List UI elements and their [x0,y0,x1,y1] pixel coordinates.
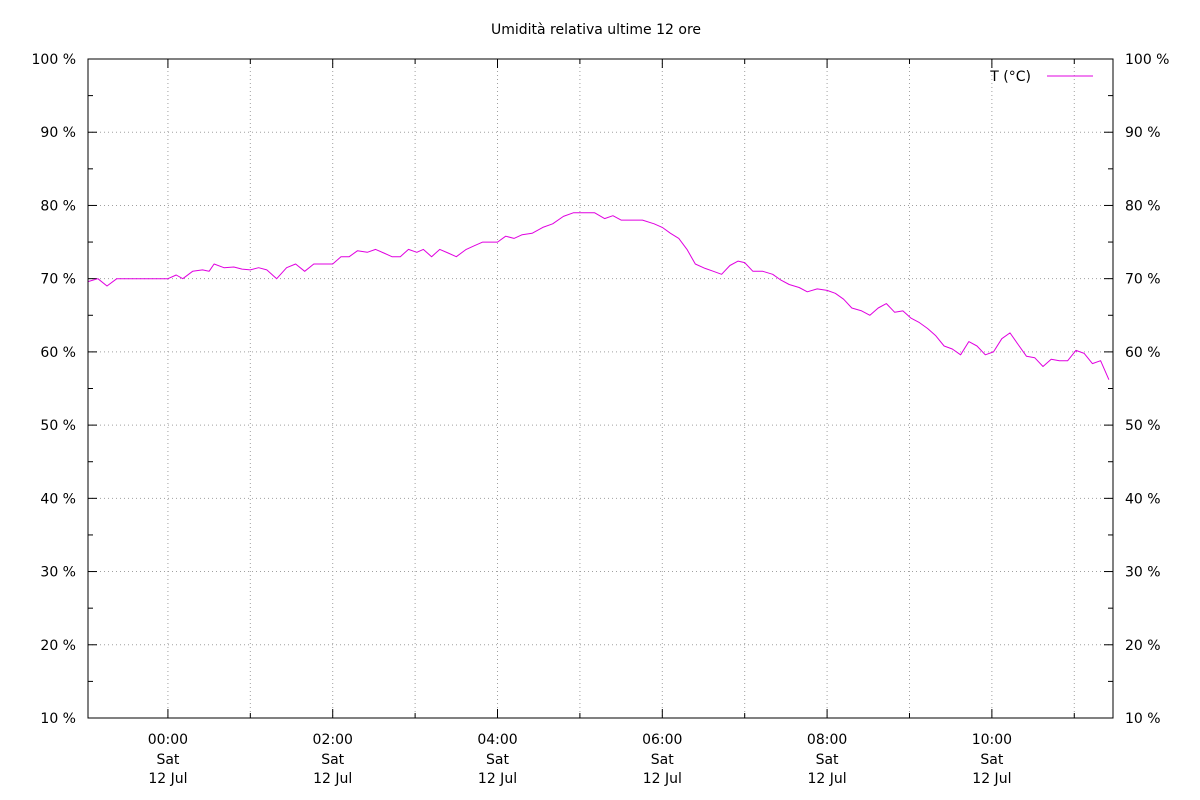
y2-tick-label: 20 % [1125,638,1161,654]
x-tick-day-label: Sat [321,752,344,768]
x-tick-time-label: 10:00 [972,732,1012,748]
x-tick-day-label: Sat [816,752,839,768]
x-tick-time-label: 04:00 [477,732,517,748]
y-tick-label: 30 % [40,565,76,581]
x-tick-date-label: 12 Jul [148,771,187,787]
y2-tick-label: 50 % [1125,418,1161,434]
y-tick-label: 80 % [40,198,76,214]
legend-label: T (°C) [989,69,1031,85]
x-tick-date-label: 12 Jul [313,771,352,787]
chart-title: Umidità relativa ultime 12 ore [491,22,701,38]
axis-ticks [88,58,1113,719]
y2-tick-label: 40 % [1125,491,1161,507]
series-line-humidity [87,212,1110,380]
y2-tick-label: 30 % [1125,565,1161,581]
y-axis-labels-left: 10 % 20 % 30 % 40 % 50 % 60 % 70 % 80 % 90 % 100 … [32,52,76,727]
y2-tick-label: 90 % [1125,125,1161,141]
y-tick-label: 20 % [40,638,76,654]
y-tick-label: 50 % [40,418,76,434]
x-tick-date-label: 12 Jul [478,771,517,787]
x-axis-labels: 00:00 Sat 12 Jul 02:00 Sat 12 Jul 04:00 Sat 12 J… [148,732,1012,787]
x-tick-day-label: Sat [980,752,1003,768]
y2-tick-label: 80 % [1125,198,1161,214]
x-tick-time-label: 02:00 [313,732,353,748]
x-tick-day-label: Sat [156,752,179,768]
x-tick-time-label: 06:00 [642,732,682,748]
series-layer [87,212,1110,380]
y2-tick-label: 60 % [1125,345,1161,361]
y2-tick-label: 70 % [1125,272,1161,288]
x-tick-day-label: Sat [651,752,674,768]
y2-tick-label: 10 % [1125,711,1161,727]
y2-tick-label: 100 % [1125,52,1169,68]
x-tick-day-label: Sat [486,752,509,768]
y-tick-label: 60 % [40,345,76,361]
x-tick-date-label: 12 Jul [972,771,1011,787]
y-tick-label: 90 % [40,125,76,141]
y-tick-label: 10 % [40,711,76,727]
y-tick-label: 100 % [32,52,76,68]
y-tick-label: 70 % [40,272,76,288]
legend: T (°C) [989,69,1093,85]
x-tick-time-label: 00:00 [148,732,188,748]
y-axis-labels-right: 10 % 20 % 30 % 40 % 50 % 60 % 70 % 80 % 90 % 100 … [1125,52,1169,727]
grid-lines [88,59,1113,718]
x-tick-time-label: 08:00 [807,732,847,748]
x-tick-date-label: 12 Jul [643,771,682,787]
y-tick-label: 40 % [40,491,76,507]
x-tick-date-label: 12 Jul [808,771,847,787]
plot-frame [87,58,1114,719]
